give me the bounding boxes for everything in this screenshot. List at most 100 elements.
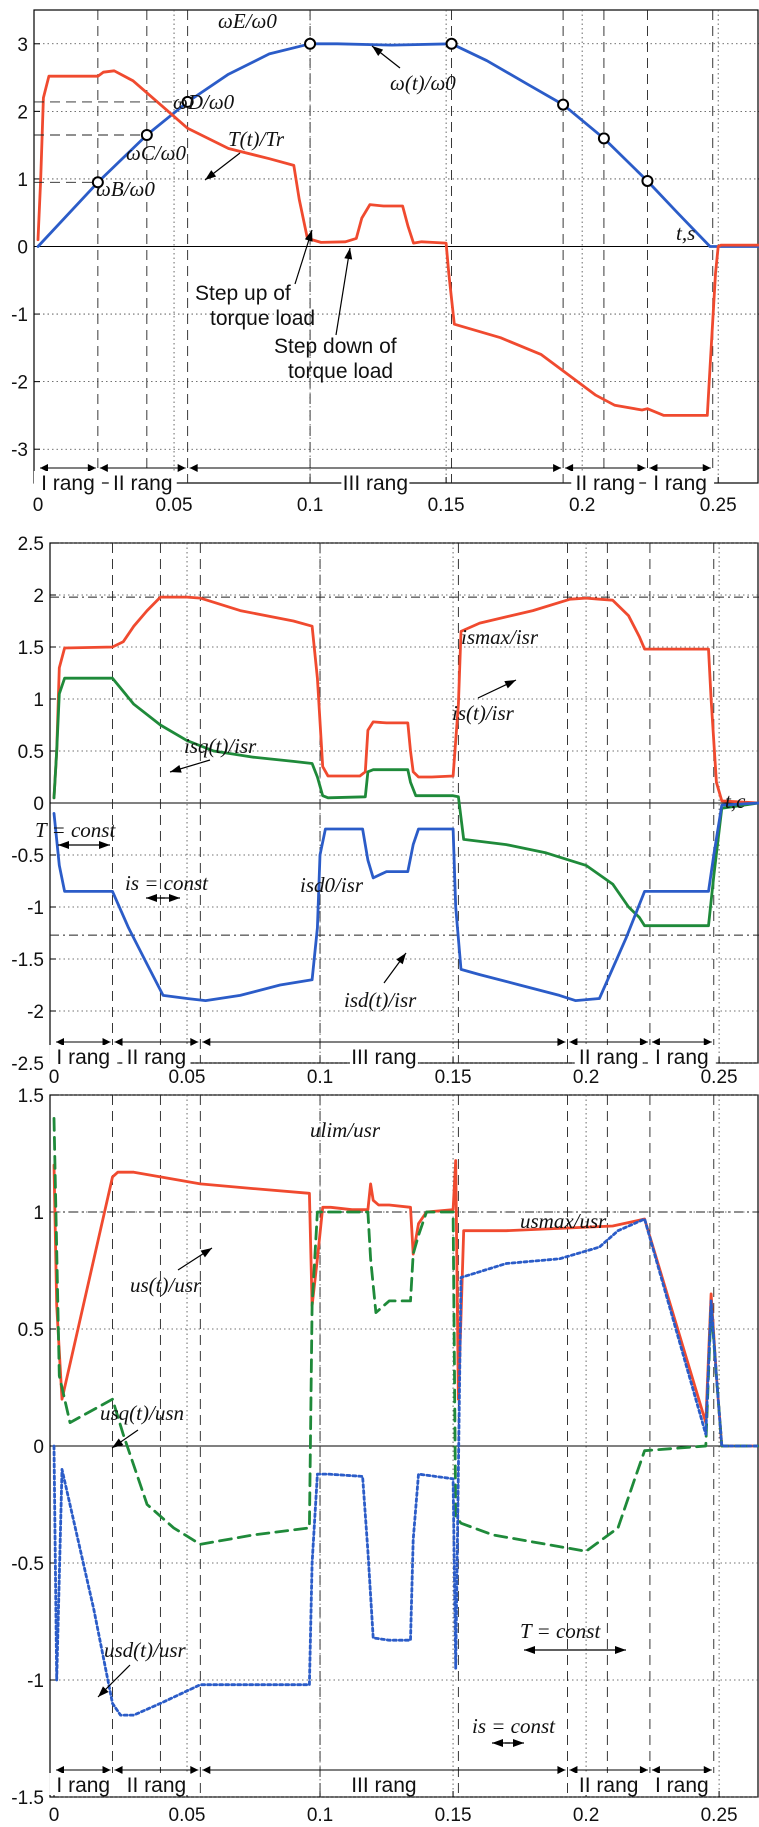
- range-arrowhead: [703, 1766, 712, 1774]
- range-arrowhead: [189, 464, 198, 472]
- label-isq-series: isq(t)/isr: [184, 734, 257, 758]
- range-label: I rang: [56, 1046, 110, 1069]
- series-line-0: [36, 42, 759, 248]
- series-line-2: [52, 801, 759, 1002]
- y-tick-label: 0.5: [18, 742, 44, 763]
- range-label-bg: [646, 471, 715, 493]
- range-arrowhead: [639, 1766, 648, 1774]
- data-marker: [304, 37, 317, 50]
- x-tick-label: 0.15: [435, 1805, 472, 1826]
- range-label-bg: [574, 1773, 643, 1795]
- range-arrowhead: [649, 464, 658, 472]
- x-tick-label: 0.05: [169, 1805, 206, 1826]
- annotation-arrowhead: [146, 894, 157, 902]
- range-arrowhead: [557, 1038, 566, 1046]
- annotation-arrowhead: [58, 841, 69, 849]
- x-tick-label: 0: [33, 495, 44, 516]
- annotation-arrowhead: [344, 248, 353, 260]
- range-label-bg: [33, 471, 102, 493]
- y-tick-label: -0.5: [11, 1554, 44, 1575]
- y-tick-label: -0.5: [11, 846, 44, 867]
- range-arrowhead: [637, 464, 646, 472]
- range-label-bg: [349, 1045, 418, 1067]
- x-tick-label: 0.2: [573, 1805, 599, 1826]
- y-tick-label: 1: [33, 690, 44, 711]
- annotation-arrowhead: [200, 1248, 212, 1258]
- y-tick-label: 1.5: [18, 1086, 44, 1107]
- x-tick-label: 0.25: [701, 1805, 738, 1826]
- label-us-max: usmax/usr: [520, 1209, 607, 1233]
- range-label-bg: [122, 1773, 191, 1795]
- y-tick-label: -2.5: [11, 1054, 44, 1075]
- range-label: I rang: [41, 472, 95, 495]
- range-arrowhead: [553, 464, 562, 472]
- range-label: I rang: [56, 1774, 110, 1797]
- annotation-arrowhead: [615, 1646, 626, 1654]
- range-label: III rang: [343, 472, 408, 495]
- annotation-arrowhead: [504, 680, 516, 689]
- y-tick-label: 0: [17, 238, 28, 259]
- label-torque-series: T(t)/Tr: [228, 127, 285, 151]
- range-arrowhead: [114, 1038, 123, 1046]
- range-label-bg: [122, 1045, 191, 1067]
- annotation-arrowhead: [205, 170, 217, 180]
- range-label-bg: [647, 1045, 716, 1067]
- x-tick-label: 0.1: [307, 1067, 333, 1088]
- range-label: II rang: [576, 472, 636, 495]
- annotation-arrowhead: [112, 1438, 124, 1448]
- range-arrowhead: [703, 1038, 712, 1046]
- panel-speed-torque: 0 0.05 0.1 0.15 0.2 0.25 3 2 1 0 -1 -2 -3 I rang II ra…: [11, 9, 759, 516]
- label-is-max: ismax/isr: [461, 625, 539, 649]
- x-tick-label: 0: [49, 1067, 60, 1088]
- annotation-arrowhead: [169, 894, 180, 902]
- y-tick-label: -1: [27, 1671, 44, 1692]
- y-tick-label: 2.5: [18, 534, 44, 555]
- data-marker: [557, 98, 570, 111]
- annotation-arrowhead: [396, 953, 406, 965]
- series-line-1: [52, 1117, 759, 1553]
- range-arrowhead: [639, 1038, 648, 1046]
- label-omega-series: ω(t)/ω0: [390, 71, 456, 95]
- x-tick-label: 0.05: [169, 1067, 206, 1088]
- range-arrowhead: [99, 464, 108, 472]
- panel-stator-voltages: 0 0.05 0.1 0.15 0.2 0.25 1.5 1 0.5 0 -0.5 -1 -1.5 I r…: [11, 1086, 759, 1826]
- label-us-series: us(t)/usr: [130, 1273, 202, 1297]
- data-marker: [181, 95, 194, 108]
- range-label: I rang: [655, 1046, 709, 1069]
- series-line-0: [52, 1159, 759, 1448]
- range-arrowhead: [569, 1038, 578, 1046]
- series-line-0: [52, 595, 759, 805]
- range-label: I rang: [655, 1774, 709, 1797]
- y-tick-label: 0: [33, 1437, 44, 1458]
- x-tick-label: 0.2: [569, 495, 595, 516]
- range-label-bg: [49, 1773, 118, 1795]
- range-label: III rang: [351, 1774, 416, 1797]
- range-arrowhead: [702, 464, 711, 472]
- x-tick-label: 0.25: [700, 495, 737, 516]
- range-label: II rang: [579, 1774, 639, 1797]
- label-usd-series: usd(t)/usr: [104, 1638, 187, 1662]
- range-label-bg: [349, 1773, 418, 1795]
- range-label-bg: [108, 471, 177, 493]
- label-time-axis: t,c: [725, 789, 746, 813]
- y-tick-label: -1: [11, 305, 28, 326]
- range-arrowhead: [56, 1766, 64, 1774]
- x-tick-label: 0.1: [297, 495, 323, 516]
- range-arrowhead: [651, 1766, 660, 1774]
- range-label: II rang: [127, 1046, 187, 1069]
- range-arrowhead: [202, 1038, 211, 1046]
- label-isd-series: isd(t)/isr: [344, 988, 417, 1012]
- range-arrowhead: [102, 1766, 111, 1774]
- data-marker: [597, 132, 610, 145]
- x-tick-label: 0.05: [156, 495, 193, 516]
- label-isd0: isd0/isr: [300, 873, 364, 897]
- annotation-arrowhead: [304, 230, 313, 242]
- x-tick-label: 0.15: [435, 1067, 472, 1088]
- label-is-const: is = const: [472, 1714, 556, 1738]
- y-tick-label: 2: [33, 586, 44, 607]
- annotation-arrowhead: [492, 1739, 503, 1747]
- label-step-up-1: Step up of: [195, 282, 291, 305]
- label-is-series: is(t)/isr: [452, 701, 515, 725]
- y-tick-label: 2: [17, 102, 28, 123]
- annotation-arrowhead: [99, 841, 110, 849]
